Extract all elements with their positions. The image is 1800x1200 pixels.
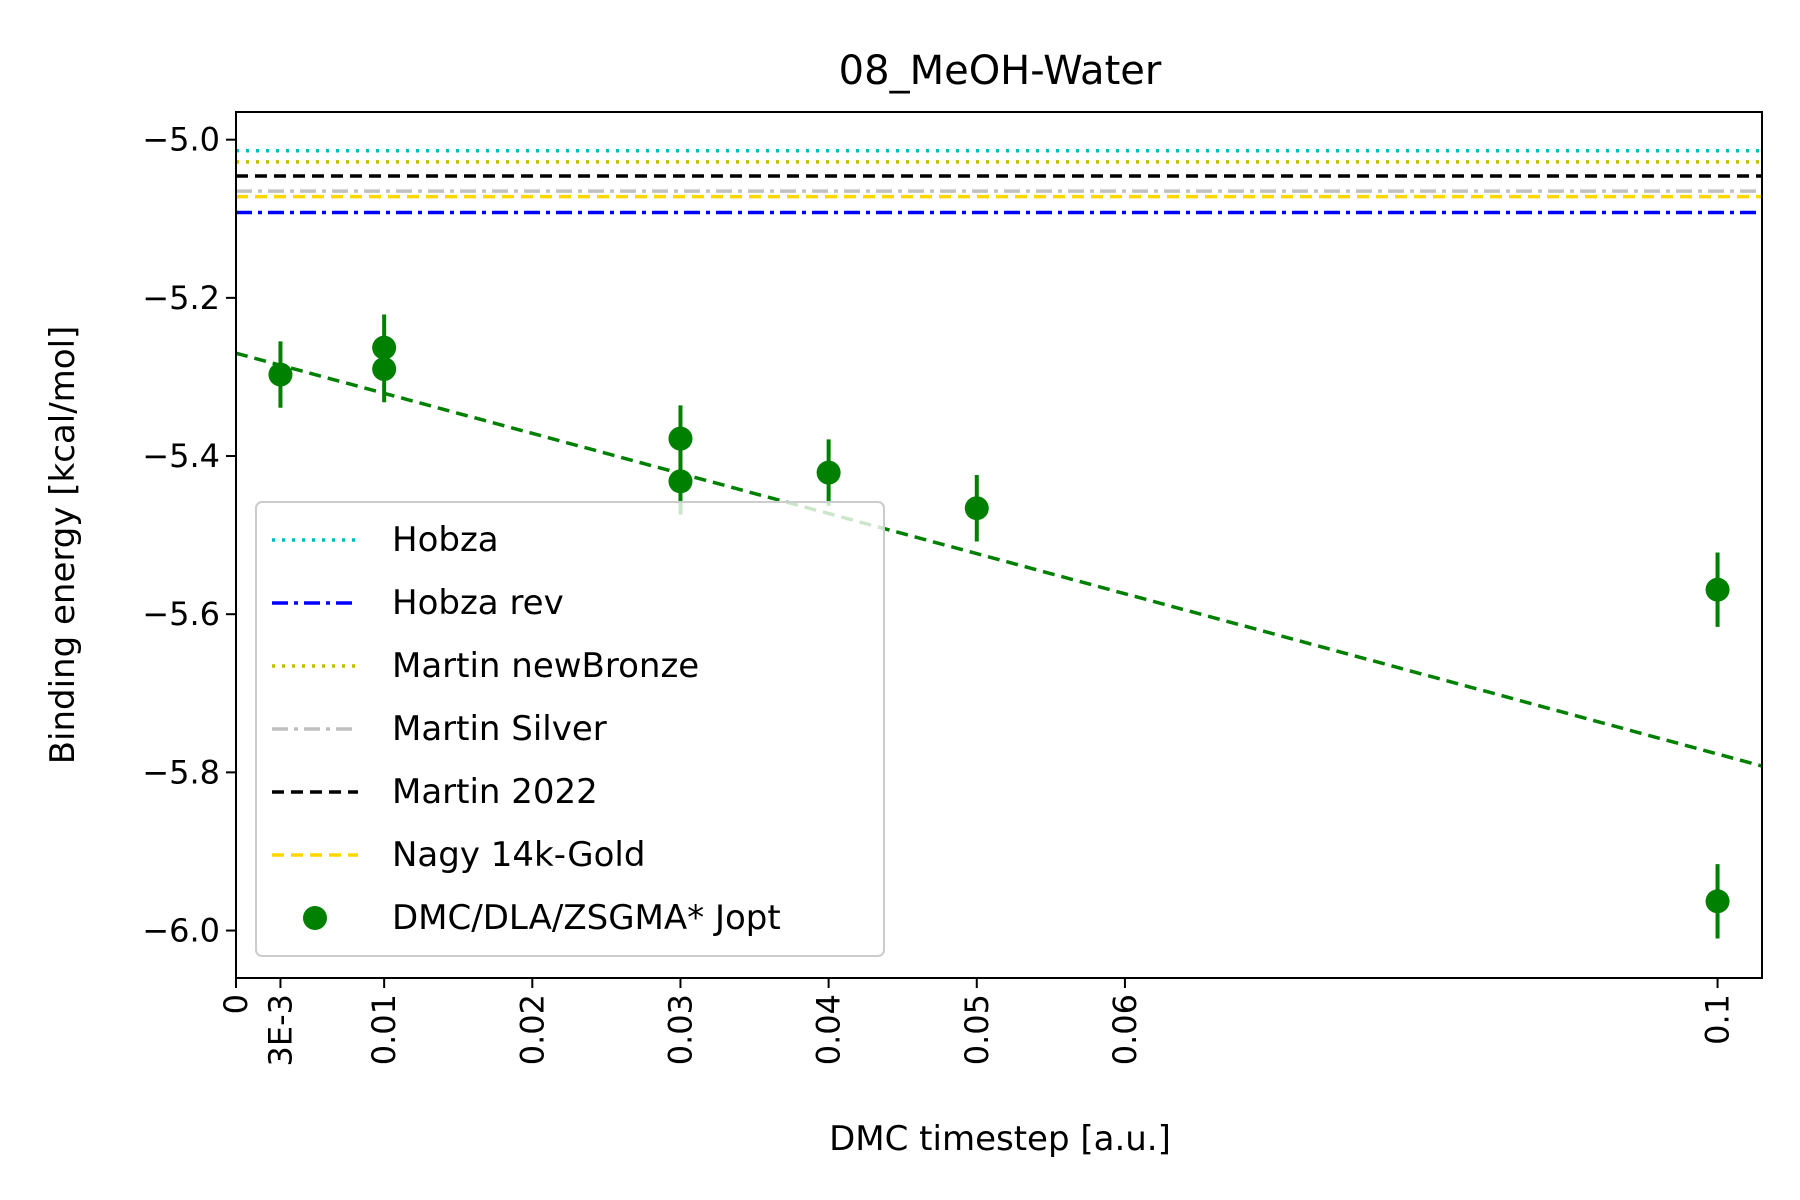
legend: Hobza Hobza rev Martin newBronze Martin Sil…: [255, 501, 885, 957]
legend-label: Martin 2022: [392, 772, 598, 812]
legend-entry: Martin newBronze: [272, 646, 699, 686]
x-tick-label: 0.01: [365, 994, 403, 1065]
legend-entry: Martin 2022: [272, 772, 598, 812]
x-tick-label: 0.03: [661, 994, 699, 1065]
x-tick-label: 0: [217, 994, 255, 1014]
plot-frame: [235, 111, 1763, 979]
x-tick-label: 0.06: [1106, 994, 1144, 1065]
x-axis-ticks: 0 3E-3 0.01 0.02 0.03 0.04 0.05 0.06 0.1: [217, 978, 1737, 1066]
legend-entry: Martin Silver: [272, 709, 607, 749]
data-point: [1705, 864, 1730, 939]
x-tick-label: 0.04: [810, 994, 848, 1065]
fit-line: [235, 351, 1763, 768]
point-marker: [964, 496, 989, 521]
legend-label: DMC/DLA/ZSGMA* Jopt: [392, 898, 781, 938]
reference-lines: [236, 149, 1762, 215]
data-point: [1705, 552, 1730, 627]
x-tick-label: 0.1: [1699, 994, 1737, 1045]
data-point: [964, 475, 989, 542]
legend-box: [255, 501, 885, 957]
legend-label: Hobza rev: [392, 583, 564, 623]
y-axis-ticks: −5.0 −5.2 −5.4 −5.6 −5.8 −6.0: [142, 121, 236, 950]
fit-layer: [235, 351, 1763, 768]
x-tick-label: 0.05: [958, 994, 996, 1065]
y-tick-label: −5.0: [142, 121, 220, 159]
legend-label: Martin newBronze: [392, 646, 699, 686]
legend-swatch: [303, 906, 327, 930]
data-point: [268, 341, 293, 408]
legend-label: Hobza: [392, 520, 499, 560]
point-marker: [816, 460, 841, 485]
legend-label: Nagy 14k-Gold: [392, 835, 645, 875]
y-tick-label: −5.2: [142, 279, 220, 317]
x-axis-title: DMC timestep [a.u.]: [829, 1119, 1171, 1159]
point-marker: [1705, 889, 1730, 914]
legend-label: Martin Silver: [392, 709, 607, 749]
point-marker: [668, 426, 693, 451]
y-tick-label: −5.6: [142, 595, 220, 633]
x-tick-label: 3E-3: [261, 994, 299, 1066]
legend-entry: DMC/DLA/ZSGMA* Jopt: [303, 898, 781, 938]
y-axis-title: Binding energy [kcal/mol]: [43, 326, 83, 765]
legend-entry: Nagy 14k-Gold: [272, 835, 645, 875]
chart-title: 08_MeOH-Water: [839, 48, 1162, 94]
point-marker: [1705, 577, 1730, 602]
data-points: [268, 314, 1730, 939]
point-marker: [268, 362, 293, 387]
y-tick-label: −5.8: [142, 753, 220, 791]
y-tick-label: −6.0: [142, 912, 220, 950]
point-marker: [668, 469, 693, 494]
data-point: [816, 439, 841, 506]
data-point: [372, 335, 397, 403]
x-tick-label: 0.02: [513, 994, 551, 1065]
legend-entry: Hobza: [272, 520, 499, 560]
y-tick-label: −5.4: [142, 437, 220, 475]
legend-entry: Hobza rev: [272, 583, 564, 623]
point-marker: [372, 357, 397, 382]
